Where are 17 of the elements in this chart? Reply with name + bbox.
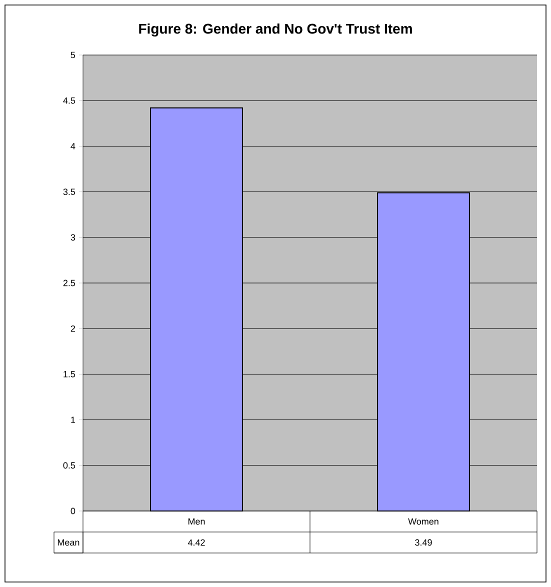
data-label: 3.49 <box>415 539 432 546</box>
y-tick-label: 2 <box>70 325 76 332</box>
x-tick-label: Men <box>188 518 205 525</box>
y-tick-label: 4.5 <box>63 97 76 104</box>
y-tick-label: 0 <box>70 508 76 514</box>
text: Mean <box>58 539 80 546</box>
y-tick-label: 1 <box>71 416 76 423</box>
y-tick-label: 1.5 <box>64 371 76 378</box>
chart-title: Figure 8: Gender and No Gov't Trust Item <box>139 23 412 37</box>
y-tick-label: 2.5 <box>63 280 76 286</box>
y-tick-label: 5 <box>70 52 76 58</box>
y-tick-label: 4 <box>70 143 76 150</box>
data-label: 4.42 <box>188 539 205 546</box>
y-tick-label: 3.5 <box>63 188 76 195</box>
x-tick-label: Women <box>408 518 438 525</box>
y-tick-label: 0.5 <box>63 462 76 469</box>
y-tick-label: 3 <box>70 234 76 241</box>
